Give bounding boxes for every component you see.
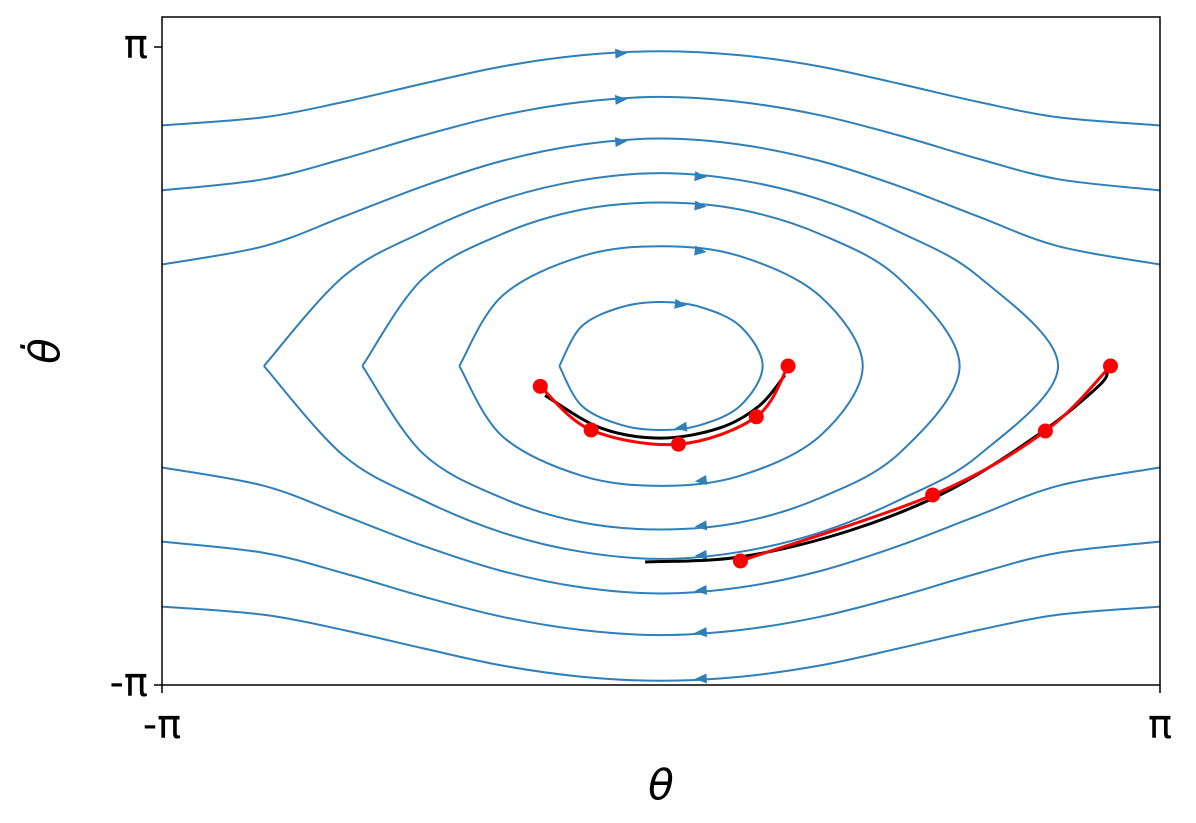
y-tick-label: -π [109, 660, 148, 706]
flow-arrow [614, 137, 628, 148]
trajectory-point [732, 553, 748, 569]
streamline [361, 201, 961, 531]
x-tick-label: -π [143, 702, 182, 748]
flow-arrow [674, 298, 687, 309]
trajectory-point [780, 358, 796, 374]
streamline [162, 466, 1160, 595]
y-tick-label: π [124, 22, 148, 68]
flow-arrow [694, 200, 707, 211]
plot-area [162, 48, 1160, 684]
streamline [558, 301, 764, 431]
trajectory-point [925, 487, 941, 503]
flow-arrow [694, 475, 708, 485]
x-axis-label: θ [648, 761, 674, 810]
flow-arrow [694, 627, 708, 638]
flow-arrow [694, 245, 707, 256]
streamline [162, 137, 1160, 266]
streamline [162, 50, 1160, 127]
trajectory-point [583, 422, 599, 438]
trajectory-point [1103, 358, 1119, 374]
flow-arrow [694, 171, 707, 182]
plot-frame [161, 16, 1161, 686]
flow-arrow [694, 584, 708, 595]
streamline [263, 172, 1060, 560]
trajectory-point [748, 409, 764, 425]
trajectory [645, 369, 1109, 564]
trajectory [539, 365, 790, 447]
x-tick-label: π [1148, 702, 1172, 748]
flow-arrow [694, 673, 707, 684]
streamline [458, 245, 864, 487]
streamline [162, 95, 1160, 192]
streamline [162, 540, 1160, 637]
trajectory [544, 374, 787, 440]
flow-arrow [694, 520, 708, 531]
trajectory-point [670, 436, 686, 452]
streamline [162, 605, 1160, 682]
trajectory-point [532, 378, 548, 394]
flow-arrow [694, 549, 708, 560]
flow-arrow [615, 48, 628, 59]
flow-arrow [614, 94, 628, 105]
flow-arrow [674, 421, 688, 432]
y-axis-label: θ̇ [19, 338, 70, 364]
trajectory-point [1037, 423, 1053, 439]
trajectory [739, 364, 1112, 563]
